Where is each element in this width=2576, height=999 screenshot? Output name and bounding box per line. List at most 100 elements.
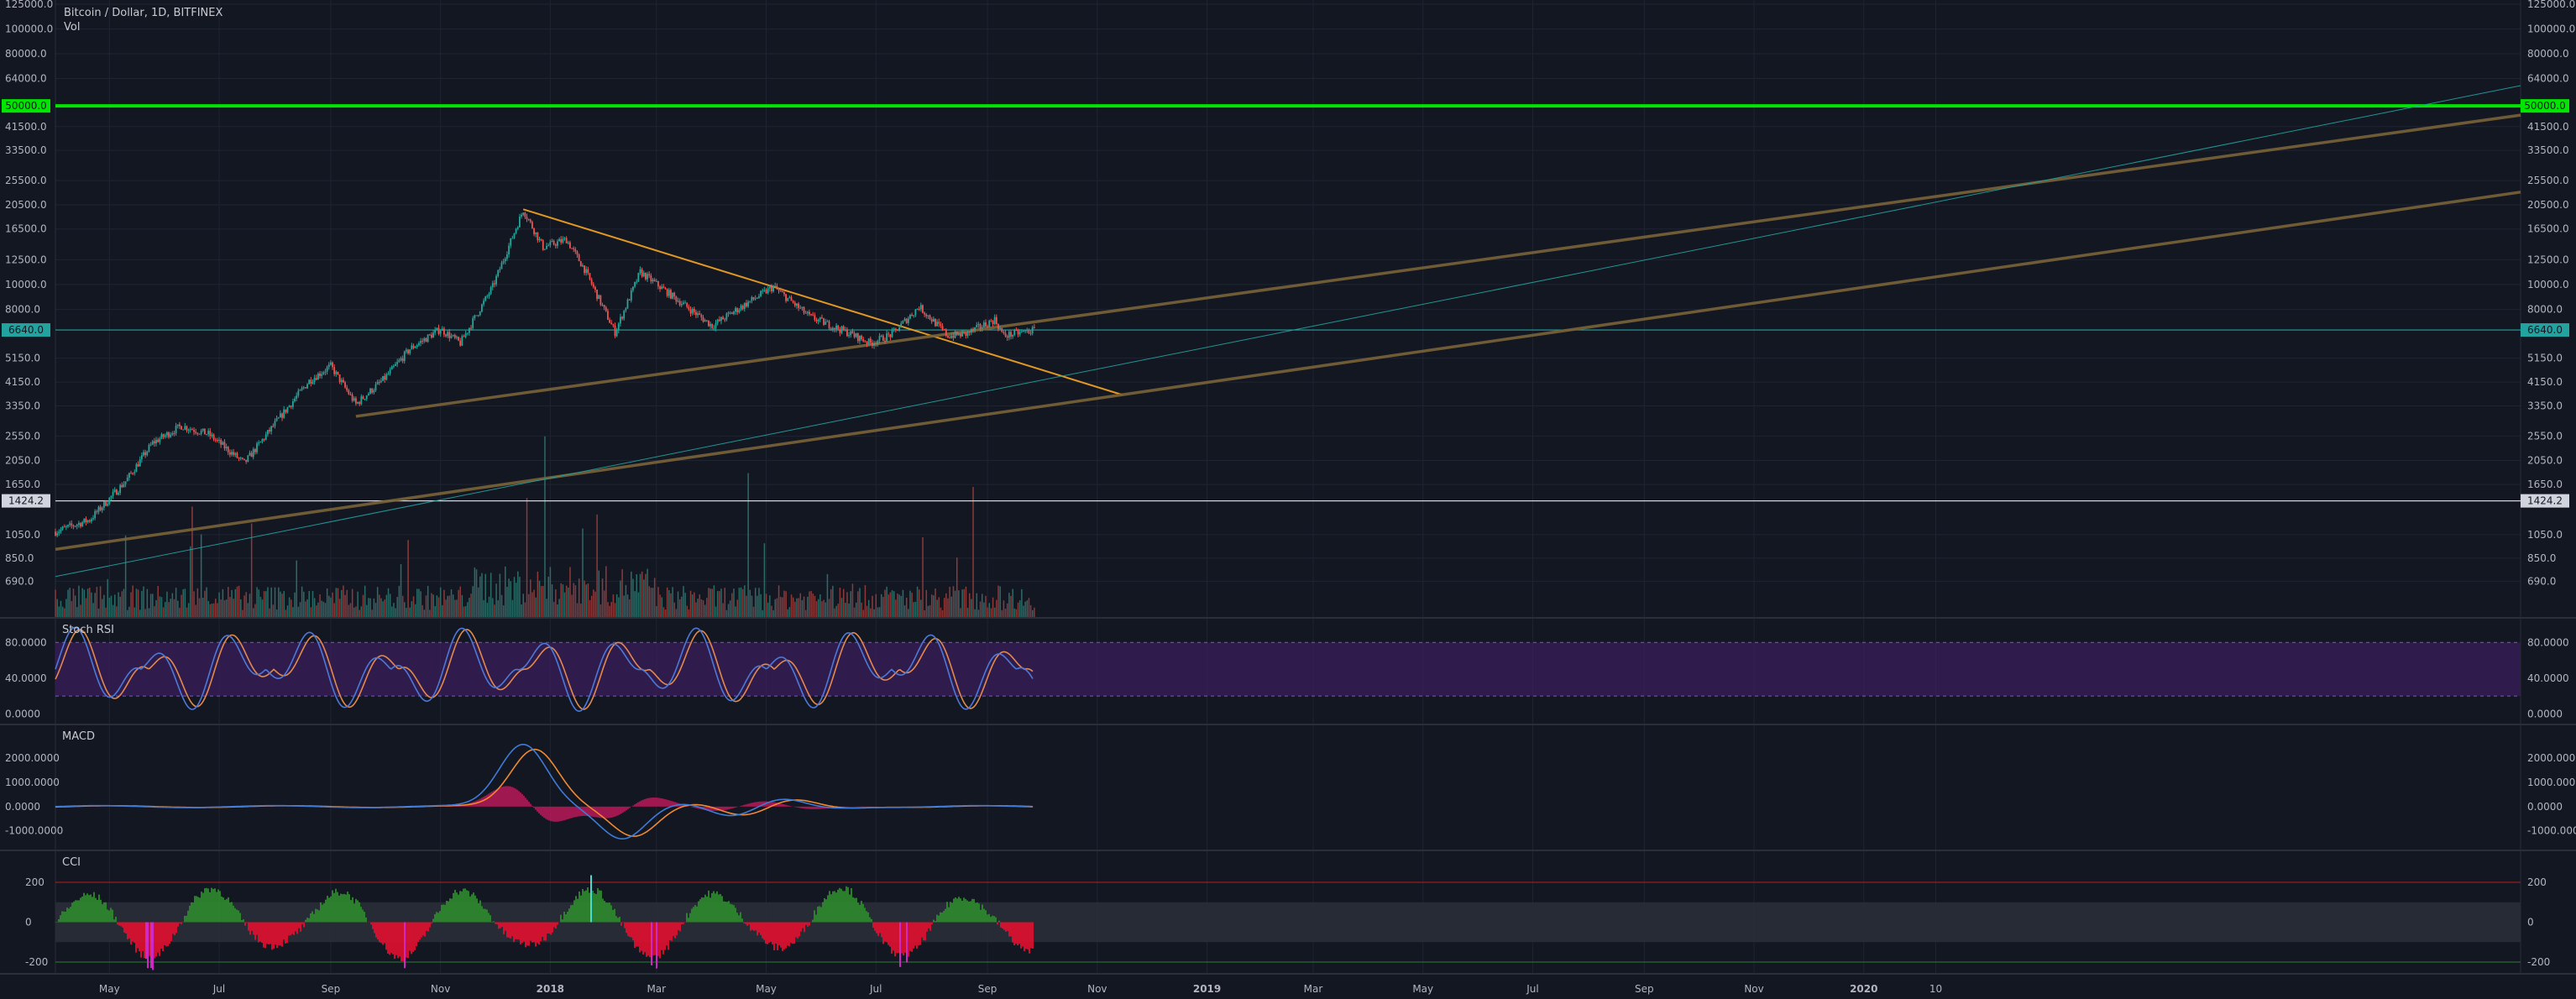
- volume-bar: [618, 597, 620, 617]
- volume-bar: [91, 592, 92, 617]
- cci-bar: [580, 895, 582, 923]
- cci-bar: [484, 908, 486, 923]
- volume-bar: [576, 603, 579, 617]
- macd-histogram-bar: [758, 801, 760, 807]
- candle-body: [997, 324, 999, 330]
- cci-bar: [997, 922, 998, 925]
- volume-bar: [112, 604, 114, 617]
- candle-body: [856, 333, 859, 342]
- candle-body: [353, 398, 355, 401]
- candle-body: [1031, 327, 1034, 333]
- candle-body: [900, 323, 903, 328]
- candle-body: [970, 328, 972, 333]
- cci-bar: [555, 922, 557, 929]
- macd-histogram-bar: [580, 806, 582, 817]
- candle-body: [266, 430, 269, 435]
- level-price-tag-right: [2521, 99, 2569, 113]
- candle-body: [700, 314, 703, 318]
- candle-body: [853, 333, 856, 337]
- volume-bar: [181, 594, 182, 617]
- macd-histogram-bar: [622, 806, 624, 813]
- cci-bar: [599, 890, 600, 923]
- right-price-tick: 1050.0: [2527, 529, 2563, 541]
- cci-bar: [244, 922, 246, 926]
- cci-bar: [807, 922, 809, 927]
- chart-title: Bitcoin / Dollar, 1D, BITFINEX: [64, 7, 223, 19]
- candle-body: [666, 289, 668, 296]
- candle-body: [977, 324, 980, 326]
- candle-body: [332, 362, 333, 368]
- cci-bar: [197, 897, 199, 923]
- cci-bar: [194, 896, 196, 923]
- cci-bar: [839, 887, 840, 923]
- volume-bar: [1001, 609, 1003, 617]
- volume-bar: [623, 595, 626, 617]
- candle-body: [949, 337, 951, 338]
- candle-body: [549, 241, 552, 246]
- cci-bar: [656, 922, 657, 969]
- cci-bar: [626, 922, 627, 934]
- cci-bar: [394, 922, 395, 960]
- macd-histogram-bar: [547, 806, 548, 820]
- cci-bar: [323, 903, 325, 923]
- volume-bar: [834, 608, 835, 617]
- volume-bar: [321, 600, 322, 617]
- candle-body: [787, 297, 789, 301]
- macd-histogram-bar: [730, 806, 731, 809]
- cci-bar: [748, 922, 750, 925]
- macd-histogram-bar: [491, 792, 493, 807]
- volume-bar: [1023, 605, 1024, 617]
- candle-body: [798, 303, 799, 308]
- volume-bar: [209, 604, 212, 617]
- volume-bar: [72, 588, 75, 617]
- cci-bar: [733, 905, 735, 923]
- cci-bar: [585, 890, 587, 923]
- cci-bar: [491, 921, 493, 923]
- volume-bar: [925, 589, 928, 617]
- candle-body: [632, 286, 634, 290]
- candle-body: [999, 328, 1002, 330]
- candle-body: [573, 248, 575, 249]
- volume-bar: [706, 598, 708, 617]
- cci-bar: [495, 922, 496, 924]
- cci-bar: [584, 891, 585, 923]
- volume-bar: [330, 597, 332, 617]
- volume-bar: [306, 599, 308, 617]
- volume-bar: [481, 573, 483, 617]
- candle-body: [135, 463, 138, 473]
- cci-bar: [132, 922, 134, 942]
- volume-bar: [349, 603, 352, 617]
- cci-bar: [609, 902, 610, 923]
- volume-bar: [530, 579, 531, 617]
- volume-bar: [193, 591, 195, 617]
- cci-bar: [938, 915, 940, 923]
- right-price-tick: 1650.0: [2527, 479, 2563, 490]
- volume-bar: [103, 594, 105, 617]
- volume-bar: [212, 603, 215, 617]
- cci-bar: [107, 909, 108, 923]
- candle-body: [837, 325, 840, 330]
- cci-bar: [135, 922, 137, 953]
- candle-body: [458, 337, 459, 341]
- left-price-tick: 20500.0: [5, 199, 47, 211]
- cci-bar: [614, 908, 615, 923]
- cci-bar: [931, 922, 933, 925]
- candle-body: [560, 238, 563, 243]
- candle-body: [326, 367, 328, 372]
- candle-body: [859, 335, 861, 342]
- stoch-tick: 40.0000: [5, 672, 47, 684]
- candle-body: [364, 399, 366, 400]
- cci-bar: [542, 922, 543, 937]
- cci-bar: [995, 917, 997, 923]
- volume-bar: [713, 585, 715, 617]
- candle-body: [727, 312, 730, 314]
- cci-bar: [223, 897, 224, 923]
- candle-body: [670, 290, 672, 299]
- cci-bar: [165, 922, 167, 947]
- candle-body: [1018, 332, 1021, 335]
- candle-body: [788, 297, 791, 299]
- volume-bar: [313, 598, 316, 617]
- volume-bar: [864, 585, 867, 617]
- volume-bar: [585, 584, 588, 617]
- candle-body: [957, 333, 960, 336]
